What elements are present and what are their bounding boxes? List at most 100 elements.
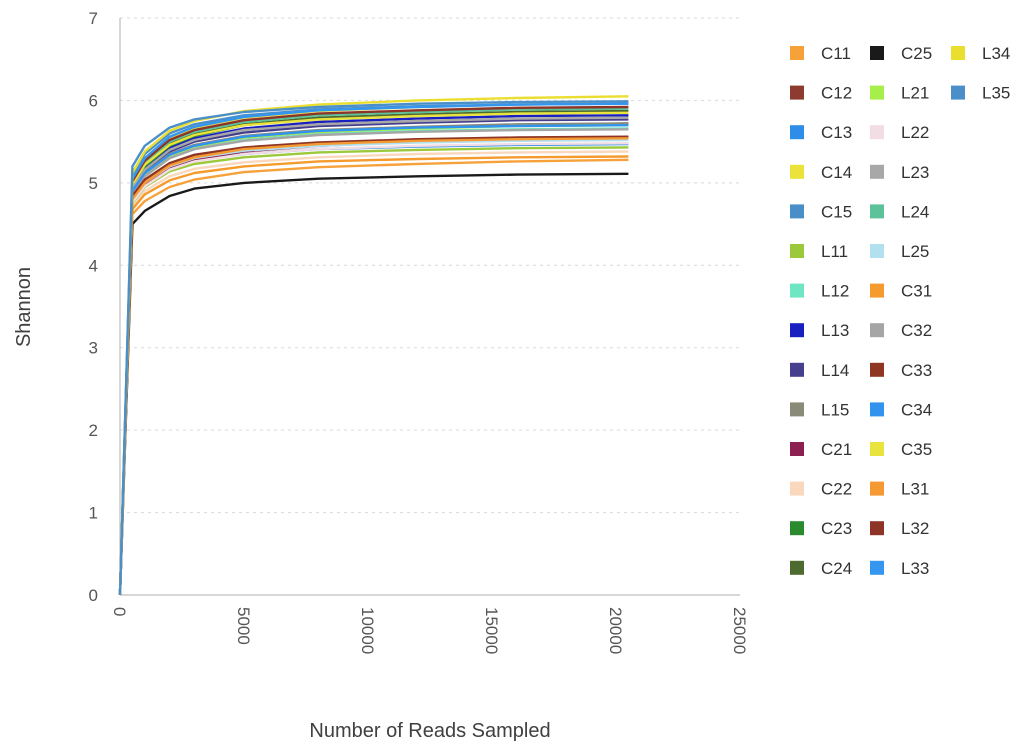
legend-label: L14 — [821, 361, 849, 380]
legend-item-c34: C34 — [870, 400, 932, 419]
series-line-l14 — [118, 118, 629, 596]
legend-swatch — [870, 164, 884, 179]
series-line-c35 — [118, 111, 629, 596]
legend-label: L35 — [982, 84, 1010, 103]
y-tick-label: 7 — [89, 9, 98, 28]
legend-swatch — [870, 402, 884, 417]
legend-label: L12 — [821, 282, 849, 301]
series-line-l22 — [118, 142, 629, 596]
legend-label: L11 — [821, 242, 848, 261]
legend-item-c21: C21 — [790, 440, 852, 459]
legend-item-c25: C25 — [870, 44, 932, 63]
legend-swatch — [870, 560, 884, 575]
legend-label: L23 — [901, 163, 929, 182]
series-line-c22 — [118, 150, 629, 596]
legend-item-l14: L14 — [790, 361, 849, 380]
legend-label: C32 — [901, 321, 932, 340]
y-tick-label: 0 — [89, 586, 98, 605]
legend-swatch — [870, 85, 884, 100]
y-tick-label: 5 — [89, 174, 98, 193]
legend-label: C21 — [821, 440, 852, 459]
series-line-l23 — [118, 116, 629, 596]
series-line-c12 — [118, 122, 629, 596]
y-tick-labels: 0 1 2 3 4 5 6 7 — [89, 9, 98, 605]
gridlines — [120, 17, 740, 514]
legend-swatch — [870, 244, 884, 258]
x-tick-label: 0 — [110, 607, 129, 616]
legend-item-l31: L31 — [870, 480, 929, 499]
legend-item-l22: L22 — [870, 123, 929, 142]
series-line-c32 — [118, 128, 629, 596]
legend-swatch — [790, 164, 804, 179]
legend-swatch — [951, 85, 965, 100]
legend-item-l35: L35 — [951, 84, 1010, 103]
x-tick-label: 25000 — [730, 607, 749, 654]
legend-label: L24 — [901, 202, 929, 221]
legend-label: C23 — [821, 519, 852, 538]
series-line-l31 — [118, 137, 629, 596]
legend-item-c15: C15 — [790, 202, 852, 221]
legend-label: C24 — [821, 559, 852, 578]
legend-item-c23: C23 — [790, 519, 852, 538]
legend-swatch — [951, 46, 965, 60]
legend-swatch — [870, 283, 884, 298]
legend-label: C35 — [901, 440, 932, 459]
x-tick-label: 15000 — [482, 607, 501, 654]
series-line-l12 — [118, 127, 629, 596]
series-line-l34 — [118, 95, 629, 596]
legend-label: C33 — [901, 361, 932, 380]
legend-swatch — [790, 521, 804, 536]
legend-label: L15 — [821, 400, 849, 419]
legend-item-c22: C22 — [790, 480, 852, 499]
legend-swatch — [870, 521, 884, 536]
legend-label: L25 — [901, 242, 929, 261]
legend-item-l13: L13 — [790, 321, 849, 340]
legend-swatch — [790, 442, 804, 456]
legend-item-l21: L21 — [870, 84, 929, 103]
legend: C11 C12 C13 C14 C15 L11 L12 L13 L14 L15 C21 C22 C23 C… — [790, 44, 1010, 578]
legend-item-l11: L11 — [790, 242, 848, 261]
legend-swatch — [870, 204, 884, 219]
series-line-c13 — [118, 142, 629, 596]
legend-swatch — [790, 560, 804, 575]
legend-item-c11: C11 — [790, 44, 851, 63]
y-axis-title: Shannon — [13, 267, 35, 347]
series-line-c33 — [118, 135, 629, 596]
legend-label: C34 — [901, 400, 932, 419]
legend-item-c35: C35 — [870, 440, 932, 459]
legend-label: L34 — [982, 44, 1010, 63]
legend-item-l23: L23 — [870, 163, 929, 182]
legend-swatch — [870, 46, 884, 60]
series-line-c24 — [118, 109, 629, 596]
legend-label: L32 — [901, 519, 929, 538]
legend-label: C13 — [821, 123, 852, 142]
legend-label: C14 — [821, 163, 852, 182]
legend-swatch — [790, 46, 804, 60]
legend-label: C12 — [821, 84, 852, 103]
series-line-l25 — [118, 138, 629, 596]
legend-label: L13 — [821, 321, 849, 340]
y-tick-label: 3 — [89, 339, 98, 358]
x-tick-label: 20000 — [606, 607, 625, 654]
legend-item-l12: L12 — [790, 282, 849, 301]
legend-label: L22 — [901, 123, 929, 142]
legend-swatch — [790, 323, 804, 338]
series-line-c25 — [118, 172, 629, 596]
x-tick-label: 5000 — [234, 607, 253, 645]
series-line-l21 — [118, 124, 629, 596]
y-tick-label: 1 — [89, 504, 98, 523]
series-line-c31 — [118, 155, 629, 596]
series-line-l15 — [118, 122, 629, 596]
legend-label: C25 — [901, 44, 932, 63]
legend-label: C22 — [821, 480, 852, 499]
legend-label: C11 — [821, 44, 851, 63]
series-line-c11 — [118, 158, 629, 596]
legend-label: C31 — [901, 282, 932, 301]
y-tick-label: 6 — [89, 91, 98, 110]
legend-label: C15 — [821, 202, 852, 221]
legend-item-l24: L24 — [870, 202, 929, 221]
series-line-l24 — [118, 107, 629, 596]
legend-label: L21 — [901, 84, 929, 103]
legend-swatch — [870, 442, 884, 456]
